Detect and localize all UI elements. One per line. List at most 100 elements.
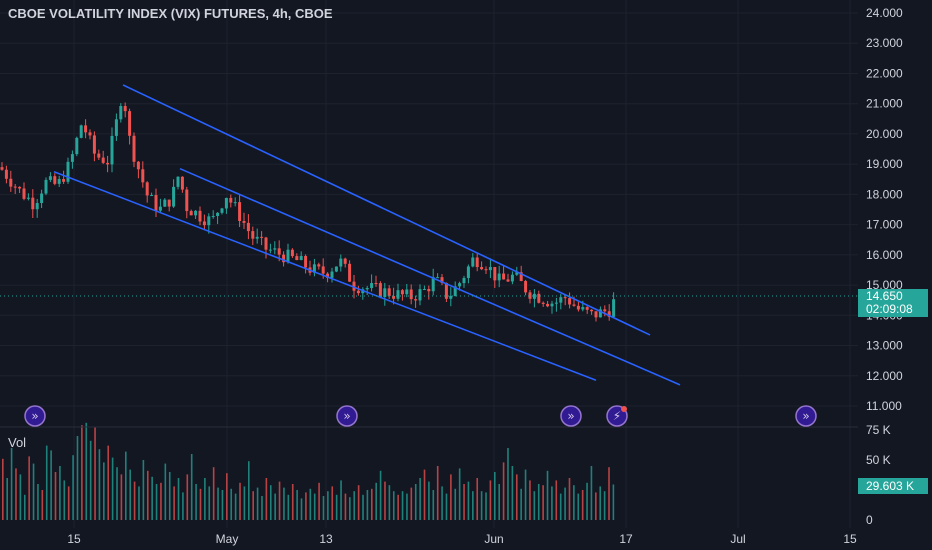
time-axis[interactable]: 15 May 13 Jun 17 Jul 15 xyxy=(67,532,857,546)
volume-bar xyxy=(371,488,373,520)
candle-body xyxy=(194,210,198,216)
trend-channels[interactable] xyxy=(53,84,681,386)
candle-body xyxy=(612,299,616,317)
time-tick-label: 15 xyxy=(67,532,81,546)
volume-bar xyxy=(555,480,558,520)
volume-bar xyxy=(581,490,584,520)
volume-bar xyxy=(362,494,364,520)
candle-body xyxy=(295,256,299,261)
economic-event-4[interactable]: ⚡ xyxy=(606,405,628,427)
candle-body xyxy=(449,295,453,299)
candle-body xyxy=(97,153,101,158)
volume-bar xyxy=(612,484,615,520)
volume-axis[interactable]: 75 K50 K25 K0 xyxy=(866,423,891,527)
volume-bar xyxy=(472,491,474,520)
candle-body xyxy=(418,289,422,301)
volume-bar xyxy=(485,492,487,520)
volume-bar xyxy=(305,492,307,520)
candle-body xyxy=(370,283,374,289)
time-tick-label: Jun xyxy=(484,532,503,546)
price-tick-label: 18.000 xyxy=(866,187,903,201)
trend-channel-lower-1[interactable] xyxy=(53,170,597,382)
candle-body xyxy=(106,162,110,165)
volume-bar xyxy=(116,467,118,520)
event-markers[interactable]: » » » ⚡ » xyxy=(24,405,817,427)
candle-body xyxy=(150,195,154,197)
candle-body xyxy=(220,208,224,213)
volume-bar xyxy=(573,485,575,520)
volume-bar xyxy=(32,463,35,520)
volume-bar xyxy=(269,485,272,520)
volume-bar xyxy=(234,493,237,520)
candle-body xyxy=(475,257,479,268)
candle-body xyxy=(365,288,369,290)
candle-body xyxy=(238,202,242,222)
candle-body xyxy=(374,283,378,285)
price-axis[interactable]: 24.000 23.000 22.000 21.000 20.000 19.000 18.0… xyxy=(866,6,903,413)
volume-bar xyxy=(19,474,22,520)
candle-body xyxy=(290,249,294,257)
chart-title: CBOE VOLATILITY INDEX (VIX) FUTURES, 4h,… xyxy=(8,6,333,21)
candle-body xyxy=(510,274,514,282)
volume-bar xyxy=(208,486,211,520)
candle-body xyxy=(576,305,580,310)
volume-bar xyxy=(204,478,206,520)
price-tick-label: 21.000 xyxy=(866,97,903,111)
volume-bar xyxy=(357,485,360,520)
volume-bar xyxy=(54,472,57,520)
candle-body xyxy=(458,283,462,287)
volume-bar xyxy=(392,491,395,520)
candle-body xyxy=(251,231,255,239)
economic-event-5[interactable]: » xyxy=(795,405,817,427)
time-tick-label: 17 xyxy=(619,532,633,546)
candle-body xyxy=(136,161,140,170)
volume-bar xyxy=(432,490,435,520)
candle-body xyxy=(488,267,492,271)
economic-event-1[interactable]: » xyxy=(24,405,46,427)
candle-body xyxy=(440,277,444,283)
volume-bar xyxy=(76,436,79,520)
candle-body xyxy=(422,289,426,291)
volume-bar xyxy=(577,493,580,520)
economic-event-3[interactable]: » xyxy=(560,405,582,427)
candle-body xyxy=(75,137,79,155)
candle-body xyxy=(537,293,541,303)
candle-body xyxy=(339,258,343,267)
candle-body xyxy=(88,132,92,136)
candle-body xyxy=(607,311,611,317)
volume-bar xyxy=(151,476,153,520)
candle-body xyxy=(255,236,259,239)
volume-bar xyxy=(322,496,325,520)
economic-event-2[interactable]: » xyxy=(336,405,358,427)
trend-channel-upper-1[interactable] xyxy=(122,84,651,336)
candle-body xyxy=(35,203,39,210)
candle-body xyxy=(405,289,409,295)
volume-bar xyxy=(239,482,241,520)
candle-body xyxy=(502,273,506,280)
volume-bar xyxy=(599,486,602,520)
candle-body xyxy=(233,202,237,204)
volume-bar xyxy=(283,487,285,520)
candle-body xyxy=(172,186,176,207)
candle-body xyxy=(581,307,585,310)
candle-body xyxy=(436,277,440,279)
candle-body xyxy=(317,264,321,267)
volume-bar xyxy=(107,445,110,520)
volume-bar xyxy=(529,480,531,520)
candle-body xyxy=(277,248,281,255)
volume-bar xyxy=(94,427,96,520)
volume-bar xyxy=(274,493,276,520)
volume-bar xyxy=(480,491,483,520)
volume-bar xyxy=(50,450,52,520)
price-tick-label: 22.000 xyxy=(866,66,903,80)
volume-bar xyxy=(335,494,338,520)
volume-bar xyxy=(436,466,439,520)
price-tick-label: 15.000 xyxy=(866,278,903,292)
volume-bar xyxy=(414,484,417,520)
candle-body xyxy=(343,258,347,264)
trend-channel-upper-2[interactable] xyxy=(179,167,681,386)
volume-bar xyxy=(476,478,479,520)
volume-bar xyxy=(551,486,553,520)
candle-body xyxy=(453,286,457,296)
